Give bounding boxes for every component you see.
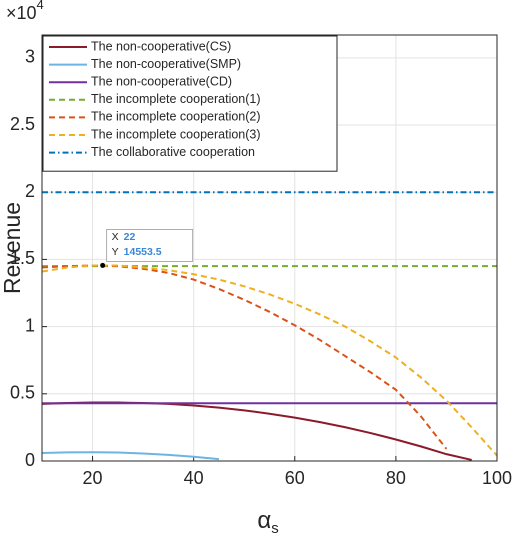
legend-label: The incomplete cooperation(3): [91, 127, 261, 141]
x-tick-label: 80: [386, 468, 406, 488]
datatip-y-value: 14553.5: [124, 246, 162, 258]
y-tick-label: 1: [25, 315, 35, 335]
y-tick-label: 3: [25, 47, 35, 67]
datatip-box: [106, 229, 194, 262]
y-multiplier-base: ×10: [6, 3, 37, 23]
x-tick-label: 100: [482, 468, 512, 488]
legend-label: The incomplete cooperation(1): [91, 92, 261, 106]
x-axis-subscript: s: [271, 520, 279, 537]
datatip-y-label: Y: [112, 246, 119, 258]
x-tick-label: 20: [83, 468, 103, 488]
y-tick-label: 2: [25, 181, 35, 201]
y-tick-label: 1.5: [10, 248, 35, 268]
series-line: [41, 264, 498, 457]
datatip-x-label: X: [112, 231, 119, 243]
x-axis-label: αs: [257, 507, 278, 537]
series-line: [41, 264, 448, 450]
datatip-x-value: 22: [124, 231, 136, 243]
y-multiplier: ×104: [6, 0, 44, 23]
legend-label: The non-cooperative(SMP): [91, 57, 241, 71]
y-axis-label: Revenue: [0, 202, 25, 294]
legend-label: The non-cooperative(CS): [91, 39, 231, 53]
y-multiplier-exp: 4: [37, 0, 44, 12]
axes-box: [41, 34, 498, 462]
legend-label: The incomplete cooperation(2): [91, 110, 261, 124]
y-tick-label: 2.5: [10, 114, 35, 134]
x-tick-label: 60: [285, 468, 305, 488]
datatip-marker: [100, 262, 106, 268]
x-axis-symbol: α: [257, 507, 271, 534]
legend-label: The collaborative cooperation: [91, 145, 255, 159]
legend-label: The non-cooperative(CD): [91, 74, 232, 88]
x-tick-label: 40: [184, 468, 204, 488]
series-line: [41, 451, 220, 461]
y-tick-label: 0: [25, 450, 35, 470]
legend-box: [42, 35, 338, 172]
y-tick-label: 0.5: [10, 383, 35, 403]
